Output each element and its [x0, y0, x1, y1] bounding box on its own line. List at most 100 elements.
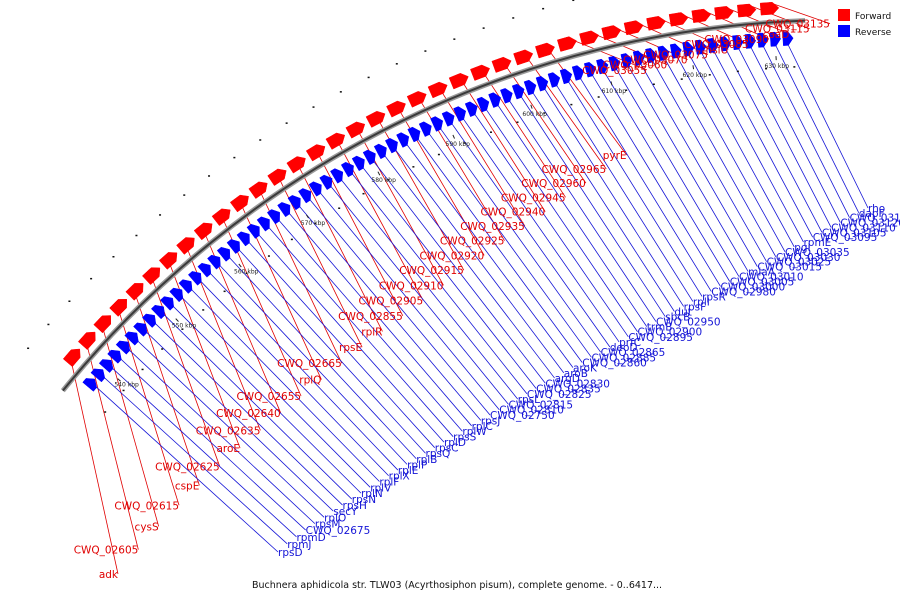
gene-label-adk[interactable]: adk: [99, 569, 119, 581]
gene-label-cwq-02980[interactable]: CWQ_02980: [711, 286, 776, 298]
gene-label-rpli[interactable]: rplI: [693, 296, 710, 308]
gene-label-cwq-03120[interactable]: CWQ_03120: [840, 218, 900, 230]
gene-label-cwq-02615[interactable]: CWQ_02615: [114, 500, 179, 512]
gene-label-cyss[interactable]: cysS: [135, 521, 159, 533]
gene-label-rpsf[interactable]: rpsF: [684, 301, 707, 313]
gene-label-rpse[interactable]: rpsE: [339, 342, 362, 354]
gene-label-cwq-03010[interactable]: CWQ_03010: [739, 272, 804, 284]
gene-label-cwq-03030[interactable]: CWQ_03030: [776, 252, 841, 264]
gene-label-dut[interactable]: dut: [674, 306, 691, 318]
gene-label-rpsc[interactable]: rpsC: [435, 443, 459, 455]
gene-label-hslu[interactable]: hslU: [706, 44, 729, 56]
gene-label-rpmj[interactable]: rpmJ: [287, 539, 311, 551]
gene-label-cwq-02940[interactable]: CWQ_02940: [481, 207, 546, 219]
gene-label-rpsn[interactable]: rpsN: [352, 494, 376, 506]
gene-label-cwq-02865[interactable]: CWQ_02865: [601, 347, 666, 359]
gene-label-rpsm[interactable]: rpsM: [315, 519, 341, 531]
gene-label-cwq-03085[interactable]: CWQ_03085: [684, 39, 749, 51]
gene-label-cwq-02910[interactable]: CWQ_02910: [379, 280, 444, 292]
gene-label-cwq-03035[interactable]: CWQ_03035: [785, 247, 850, 259]
gene-label-arob[interactable]: aroB: [564, 368, 588, 380]
gene-label-argd[interactable]: argD: [555, 373, 580, 385]
gene-label-cwq-02665[interactable]: CWQ_02665: [277, 358, 342, 370]
gene-label-cwq-03005[interactable]: CWQ_03005: [730, 276, 795, 288]
gene-label-cwq-02965[interactable]: CWQ_02965: [542, 164, 607, 176]
gene-label-cwq-03015[interactable]: CWQ_03015: [757, 262, 822, 274]
gene-label-rplr[interactable]: rplR: [361, 326, 382, 338]
gene-label-cwq-02825[interactable]: CWQ_02825: [527, 389, 592, 401]
gene-label-rpln[interactable]: rplN: [361, 488, 383, 500]
gene-label-cwq-03110[interactable]: CWQ_03110: [831, 222, 896, 234]
gene-label-arok[interactable]: aroK: [573, 363, 598, 375]
gene-label-rpme[interactable]: rpmE: [803, 237, 831, 249]
gene-label-cwq-02895[interactable]: CWQ_02895: [628, 332, 693, 344]
gene-label-rple[interactable]: rplE: [398, 465, 419, 477]
gene-label-rpsh[interactable]: rpsH: [343, 500, 367, 512]
gene-label-cwq-02750[interactable]: CWQ_02750: [490, 410, 555, 422]
gene-label-cwq-02935[interactable]: CWQ_02935: [460, 221, 525, 233]
gene-label-rpsr[interactable]: rpsR: [702, 291, 726, 303]
gene-label-cwq-02640[interactable]: CWQ_02640: [216, 408, 281, 420]
gene-label-cwq-02655[interactable]: CWQ_02655: [236, 391, 301, 403]
gene-label-rplp[interactable]: rplP: [407, 459, 427, 471]
gene-label-cwq-02905[interactable]: CWQ_02905: [359, 295, 424, 307]
gene-label-cwq-03075[interactable]: CWQ_03075: [643, 49, 708, 61]
gene-label-cwq-03000[interactable]: CWQ_03000: [721, 281, 786, 293]
gene-label-cwq-03025[interactable]: CWQ_03025: [767, 257, 832, 269]
gene-label-cwq-02855[interactable]: CWQ_02855: [338, 311, 403, 323]
gene-label-rpss[interactable]: rpsS: [453, 432, 476, 444]
gene-label-cwq-02625[interactable]: CWQ_02625: [155, 461, 220, 473]
gene-label-cwq-03135[interactable]: CWQ_03135: [765, 19, 830, 31]
gene-label-rpmd[interactable]: rpmD: [296, 532, 325, 544]
gene-label-cwq-02675[interactable]: CWQ_02675: [306, 525, 371, 537]
gene-label-cwq-03125[interactable]: CWQ_03125: [850, 213, 900, 225]
gene-label-rplw[interactable]: rplW: [462, 426, 487, 438]
gene-label-cwq-03095[interactable]: CWQ_03095: [813, 232, 878, 244]
gene-label-pgi[interactable]: pgi: [794, 242, 810, 254]
gene-label-miaa[interactable]: miaA: [748, 267, 776, 279]
gene-label-cwq-02915[interactable]: CWQ_02915: [399, 265, 464, 277]
gene-label-rplv[interactable]: rplV: [370, 482, 392, 494]
gene-label-cwq-02920[interactable]: CWQ_02920: [420, 250, 485, 262]
gene-label-cwq-03105[interactable]: CWQ_03105: [822, 227, 887, 239]
gene-label-cwq-03090[interactable]: CWQ_03090: [704, 34, 769, 46]
gene-label-rpsl[interactable]: rpsL: [518, 394, 540, 406]
gene-label-rho[interactable]: rho: [868, 203, 885, 215]
gene-label-pyre[interactable]: pyrE: [603, 150, 627, 162]
gene-label-cwq-03115[interactable]: CWQ_03115: [745, 24, 810, 36]
gene-label-cspe[interactable]: cspE: [175, 480, 200, 492]
gene-label-secy[interactable]: secY: [333, 506, 358, 518]
gene-label-cwq-02925[interactable]: CWQ_02925: [440, 236, 505, 248]
gene-label-cwq-02885[interactable]: CWQ_02885: [591, 352, 656, 364]
gene-label-cwq-02900[interactable]: CWQ_02900: [638, 327, 703, 339]
gene-label-coad[interactable]: coaD: [763, 29, 790, 41]
gene-label-rplf[interactable]: rplF: [379, 476, 399, 488]
gene-label-rplc[interactable]: rplC: [472, 421, 493, 433]
gene-label-cwq-02605[interactable]: CWQ_02605: [74, 545, 139, 557]
gene-label-cwq-03055[interactable]: CWQ_03055: [582, 65, 647, 77]
gene-label-rplq[interactable]: rplQ: [299, 375, 321, 387]
gene-label-rpsd[interactable]: rpsD: [278, 547, 303, 559]
gene-label-cwq-02945[interactable]: CWQ_02945: [501, 192, 566, 204]
gene-label-cwq-02950[interactable]: CWQ_02950: [656, 317, 721, 329]
gene-label-deod[interactable]: deoD: [610, 342, 638, 354]
gene-label-cwq-02960[interactable]: CWQ_02960: [521, 178, 586, 190]
gene-label-rpld[interactable]: rplD: [444, 437, 466, 449]
gene-label-rplo[interactable]: rplO: [324, 512, 346, 524]
gene-label-cwq-02830[interactable]: CWQ_02830: [545, 378, 610, 390]
gene-label-sbcb[interactable]: sbcB: [665, 312, 690, 324]
gene-label-cwq-02835[interactable]: CWQ_02835: [536, 384, 601, 396]
gene-label-cwq-03070[interactable]: CWQ_03070: [623, 55, 688, 67]
gene-label-aroe[interactable]: aroE: [216, 443, 240, 455]
gene-label-cwq-02815[interactable]: CWQ_02815: [508, 399, 573, 411]
gene-label-cwq-02635[interactable]: CWQ_02635: [196, 425, 261, 437]
gene-label-dapf[interactable]: dapF: [859, 208, 885, 220]
gene-label-trmb[interactable]: trmB: [647, 322, 673, 334]
gene-label-cwq-03060[interactable]: CWQ_03060: [603, 60, 668, 72]
gene-label-rplb[interactable]: rplB: [416, 454, 437, 466]
gene-label-rpsj[interactable]: rpsJ: [481, 415, 501, 427]
gene-label-rpsq[interactable]: rpsQ: [426, 448, 451, 460]
gene-label-cwq-02860[interactable]: CWQ_02860: [582, 357, 647, 369]
gene-label-cwq-02810[interactable]: CWQ_02810: [499, 405, 564, 417]
gene-label-prfc[interactable]: prfC: [619, 337, 641, 349]
